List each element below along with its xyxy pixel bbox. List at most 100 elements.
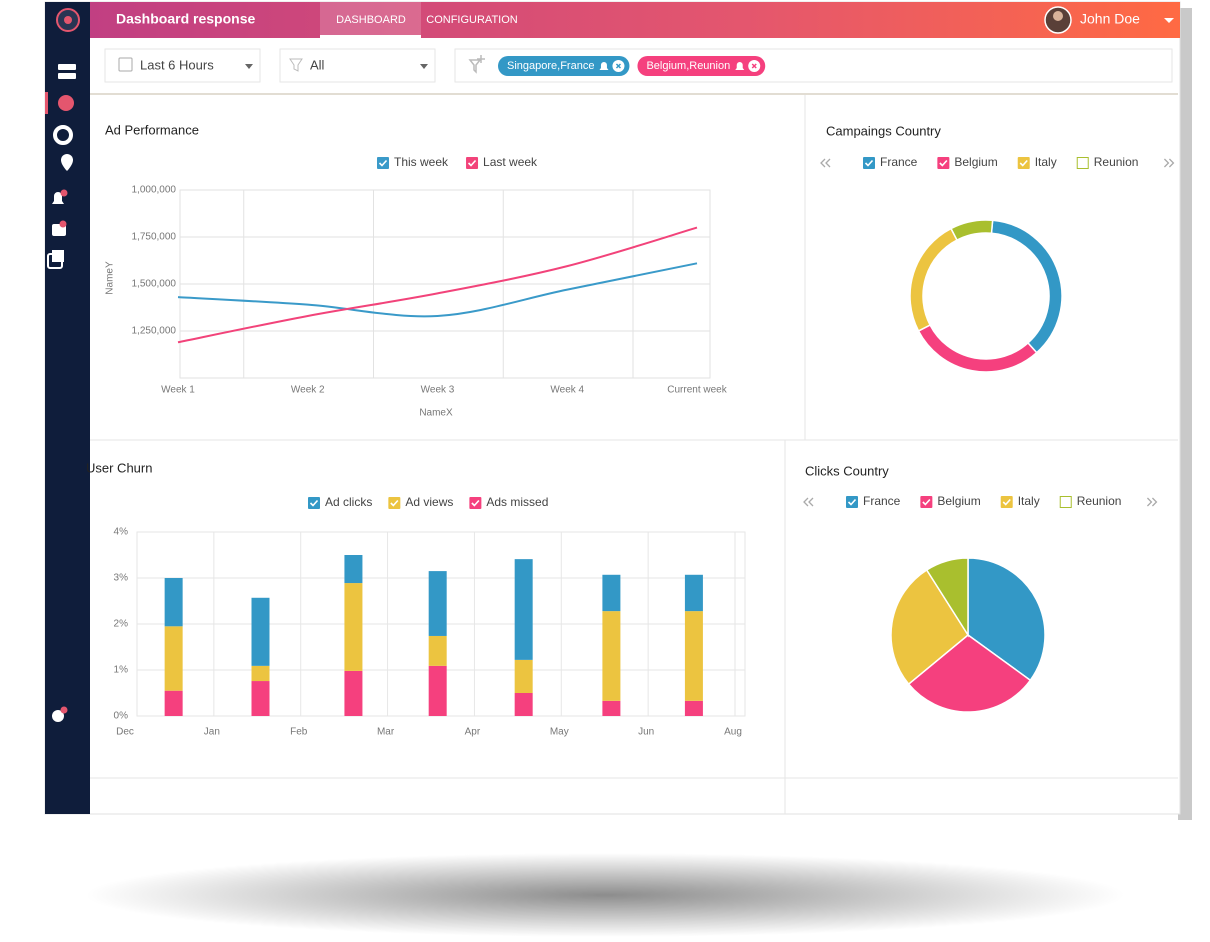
nav-icon[interactable] xyxy=(52,192,64,204)
y-tick-label: 1,250,000 xyxy=(132,326,177,337)
remove-x xyxy=(751,63,757,69)
legend-label: Ads missed xyxy=(486,495,548,509)
y-tick-label: 1,750,000 xyxy=(132,232,177,243)
check xyxy=(1019,159,1028,167)
y-tick-label: 2% xyxy=(114,619,129,630)
nav-icon[interactable] xyxy=(58,73,76,79)
nav-icon[interactable] xyxy=(52,250,64,262)
tag[interactable] xyxy=(498,56,630,76)
x-tick-label: Jan xyxy=(204,727,220,738)
app-title: Dashboard response xyxy=(116,11,255,27)
time-filter[interactable] xyxy=(104,48,261,83)
panel-title: Clicks Country xyxy=(805,463,889,478)
user-caret[interactable] xyxy=(1164,18,1174,23)
check xyxy=(939,159,948,167)
y-tick-label: 1,500,000 xyxy=(132,279,177,290)
scope-filter-value: All xyxy=(310,57,325,72)
logo-dot xyxy=(64,16,72,24)
pie-slice xyxy=(967,557,1046,682)
filter-icon xyxy=(289,58,303,72)
legend-box xyxy=(1017,157,1030,169)
legend-label: Reunion xyxy=(1094,155,1139,169)
pie-slice xyxy=(925,557,969,638)
nav-icon[interactable] xyxy=(58,95,74,111)
legend-prev[interactable] xyxy=(820,158,831,168)
nav-icon[interactable] xyxy=(61,154,73,171)
legend-prev[interactable] xyxy=(803,497,814,507)
scope-filter[interactable] xyxy=(279,48,436,83)
bar-segment xyxy=(164,578,183,627)
user-name[interactable]: John Doe xyxy=(1080,11,1140,27)
tag[interactable] xyxy=(637,56,766,76)
nav-icon[interactable] xyxy=(58,64,76,70)
panel-title: User Churn xyxy=(86,460,152,475)
tags: Singapore,France Belgium,Reunion xyxy=(498,56,766,76)
tab-active[interactable] xyxy=(320,2,421,38)
legend-label: Ad views xyxy=(405,495,453,509)
settings-icon[interactable] xyxy=(52,710,64,722)
y-tick-label: 4% xyxy=(114,527,129,538)
x-tick-label: Aug xyxy=(724,727,742,738)
nav-icon[interactable] xyxy=(53,125,73,145)
bar-segment xyxy=(602,700,621,716)
bar-segment xyxy=(428,571,447,636)
legend-box xyxy=(469,497,482,509)
bar-segment xyxy=(514,559,533,660)
panel-edge xyxy=(1178,8,1192,820)
bell-icon xyxy=(599,62,609,70)
bar-segment xyxy=(514,659,533,693)
y-axis-label: NameY xyxy=(105,261,116,295)
legend-box xyxy=(1076,157,1089,169)
legend-next[interactable] xyxy=(1146,497,1158,507)
check xyxy=(847,498,857,506)
legend-label: France xyxy=(880,155,918,169)
tag-label: Singapore,France xyxy=(507,60,594,72)
x-tick-label: Mar xyxy=(377,727,395,738)
sidebar xyxy=(45,2,90,814)
x-axis-label: NameX xyxy=(419,408,453,419)
bar-segment xyxy=(251,665,270,682)
check xyxy=(309,499,319,507)
legend-label: Reunion xyxy=(1077,494,1122,508)
bar-segment xyxy=(251,681,270,716)
add-filter-icon[interactable] xyxy=(468,55,485,74)
legend-box xyxy=(466,157,479,169)
y-tick-label: 1% xyxy=(114,665,129,676)
shadow xyxy=(85,853,1125,937)
x-tick-label: Dec xyxy=(116,727,134,738)
bar-segment xyxy=(428,665,447,716)
legend-next[interactable] xyxy=(1163,158,1175,168)
legend-box xyxy=(937,157,950,169)
time-filter-value: Last 6 Hours xyxy=(140,57,214,72)
tab-underline xyxy=(320,35,421,38)
bar-segment xyxy=(684,574,703,612)
legend-box xyxy=(1059,496,1072,508)
caret xyxy=(420,64,428,69)
bar-segment xyxy=(602,611,621,701)
check xyxy=(378,159,388,167)
tab[interactable]: CONFIGURATION xyxy=(426,14,518,26)
bar-segment xyxy=(602,574,621,612)
tab[interactable]: DASHBOARD xyxy=(336,14,406,26)
bar-segment xyxy=(344,583,363,671)
x-tick-label: Apr xyxy=(465,727,481,738)
x-tick-label: May xyxy=(550,727,569,738)
caret xyxy=(245,64,253,69)
nav-active xyxy=(45,92,48,114)
legend-box xyxy=(308,497,320,509)
badge xyxy=(59,220,67,228)
x-tick-label: Feb xyxy=(290,727,308,738)
panel-title: Ad Performance xyxy=(105,122,199,137)
pie-slice xyxy=(890,568,969,686)
bar-segment xyxy=(251,597,270,666)
legend-box xyxy=(388,497,401,509)
check xyxy=(922,498,931,506)
bar-segment xyxy=(684,611,703,701)
donut-segment xyxy=(950,219,994,242)
bar-segment xyxy=(428,635,447,666)
legend-label: Ad clicks xyxy=(325,495,372,509)
bar-segment xyxy=(344,555,363,584)
avatar-face xyxy=(1053,11,1063,21)
badge xyxy=(60,189,68,197)
